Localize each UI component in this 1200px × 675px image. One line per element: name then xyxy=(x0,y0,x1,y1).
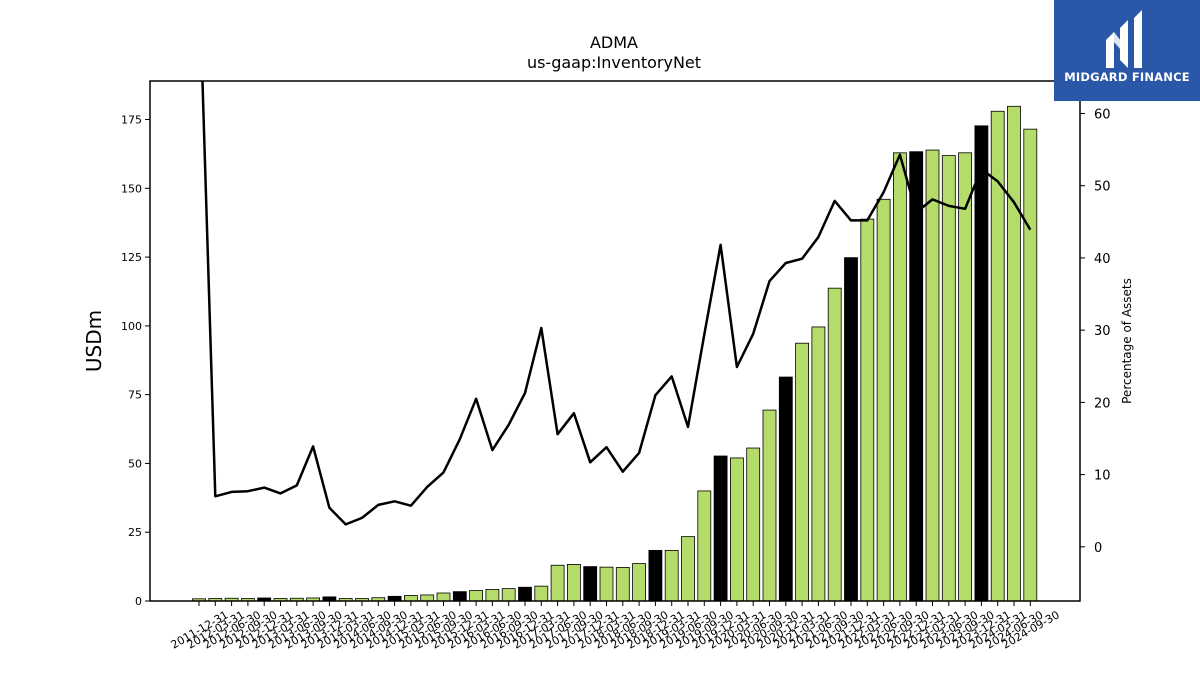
bar xyxy=(632,563,646,602)
y-tick-label: 100 xyxy=(121,320,142,333)
y2-tick-label: 0 xyxy=(1094,541,1102,556)
bar xyxy=(501,588,516,602)
bar xyxy=(925,149,940,602)
bar xyxy=(941,155,956,602)
y2-tick-label: 50 xyxy=(1094,180,1111,195)
y-axis-label: USDm xyxy=(82,310,106,372)
bar xyxy=(469,590,484,602)
bar xyxy=(452,591,467,602)
brand-name: MIDGARD FINANCE xyxy=(1064,70,1190,84)
axes: 025507510012515017501020304050602011-12-… xyxy=(121,80,1111,652)
bar xyxy=(730,457,744,602)
pct-line-series xyxy=(201,81,1032,526)
bar xyxy=(893,152,907,602)
y-tick-label: 0 xyxy=(135,595,142,608)
bar-series xyxy=(192,105,1038,602)
bar xyxy=(746,447,761,602)
bar xyxy=(436,592,451,602)
bar xyxy=(550,564,565,602)
bar xyxy=(827,287,842,602)
plot-frame xyxy=(149,80,1081,602)
bar xyxy=(909,151,924,602)
bar xyxy=(778,376,793,602)
bar xyxy=(958,152,972,602)
bar xyxy=(876,198,891,602)
bar xyxy=(583,566,598,602)
y-tick-label: 25 xyxy=(128,526,142,539)
bar xyxy=(811,326,826,602)
bar xyxy=(713,455,728,602)
bar xyxy=(420,594,435,602)
midgard-logo-icon xyxy=(1106,10,1142,68)
bar xyxy=(567,564,581,602)
bar xyxy=(860,218,875,602)
bar xyxy=(1023,128,1038,602)
y2-tick-label: 20 xyxy=(1094,396,1111,411)
bar xyxy=(648,549,663,602)
bar xyxy=(664,549,679,602)
y-tick-label: 50 xyxy=(128,457,142,470)
y-tick-label: 75 xyxy=(128,389,142,402)
bar xyxy=(990,110,1005,602)
bar xyxy=(974,125,989,602)
y-tick-label: 125 xyxy=(121,251,142,264)
bar xyxy=(844,257,858,602)
y-tick-label: 150 xyxy=(121,182,142,195)
bar xyxy=(795,342,809,602)
chart-subtitle: us-gaap:InventoryNet xyxy=(527,53,701,72)
y-tick-label: 175 xyxy=(121,114,142,127)
bar xyxy=(485,589,500,602)
pct-line xyxy=(201,81,1032,526)
bar xyxy=(762,409,777,602)
y2-axis-label: Percentage of Assets xyxy=(1120,278,1134,404)
bar xyxy=(599,566,614,602)
bar xyxy=(615,567,630,602)
y2-tick-label: 60 xyxy=(1094,108,1111,123)
y2-tick-label: 30 xyxy=(1094,324,1111,339)
bar xyxy=(697,490,712,602)
chart-title: ADMA xyxy=(590,33,638,52)
y2-tick-label: 10 xyxy=(1094,469,1111,484)
bar xyxy=(534,585,549,602)
bar xyxy=(1007,105,1021,602)
brand-logo: MIDGARD FINANCE xyxy=(1054,0,1200,101)
bar xyxy=(518,586,532,602)
y2-tick-label: 40 xyxy=(1094,252,1111,267)
bar xyxy=(681,536,695,602)
bar xyxy=(403,595,418,602)
